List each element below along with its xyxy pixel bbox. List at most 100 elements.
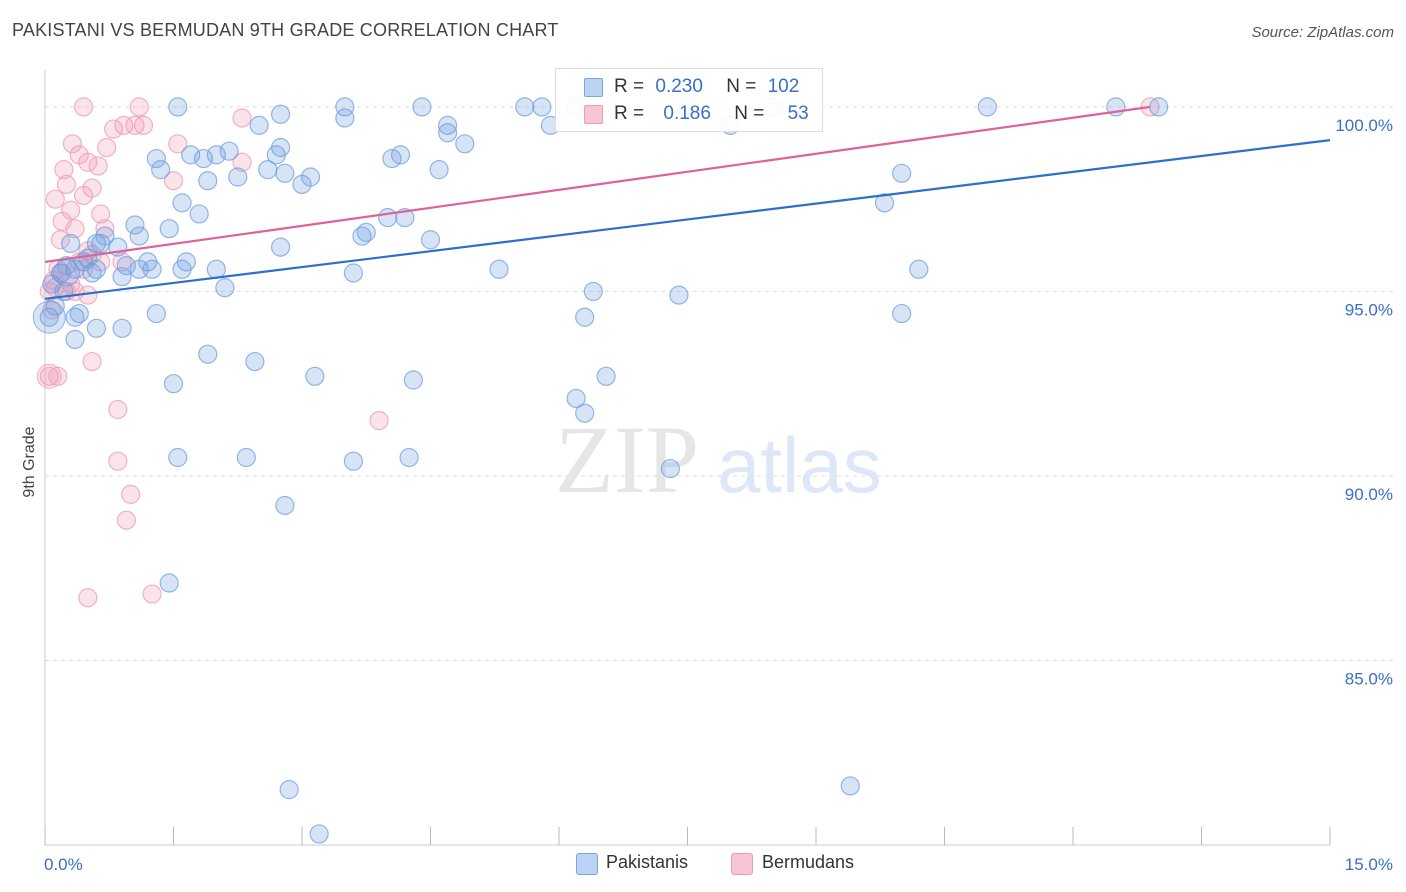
n-value: 102 <box>767 76 800 97</box>
legend-row-pakistanis: R = 0.230 N = 102 <box>614 76 799 100</box>
bermudan-point <box>142 584 162 604</box>
pakistani-point <box>151 160 171 180</box>
bermudan-point <box>163 171 184 191</box>
pakistani-point <box>86 259 107 279</box>
pakistani-point <box>198 171 218 191</box>
y-tick-label: 100.0% <box>1335 116 1393 135</box>
bermudan-point <box>39 281 59 302</box>
pakistani-point <box>660 458 680 479</box>
pakistani-point <box>168 97 188 117</box>
pakistani-point <box>146 303 166 324</box>
pakistani-point <box>669 285 689 305</box>
pakistani-point <box>198 344 218 364</box>
stats-legend: R = 0.230 N = 102 R = 0.186 N = 53 <box>555 68 823 132</box>
r-value: 0.230 <box>655 76 703 97</box>
pakistanis-swatch <box>584 78 603 97</box>
pakistani-point <box>335 108 355 128</box>
pakistani-point <box>403 370 423 390</box>
pakistani-point <box>270 237 291 257</box>
pakistani-point <box>65 329 85 350</box>
pakistani-point <box>125 215 145 235</box>
pakistani-point <box>159 219 179 239</box>
bermudan-point <box>54 160 74 180</box>
pakistani-point <box>335 97 355 117</box>
pakistani-point <box>219 141 239 161</box>
pakistani-point <box>39 307 59 327</box>
pakistani-point <box>438 115 458 135</box>
pakistani-point <box>189 204 209 224</box>
pakistani-point <box>129 226 149 246</box>
pakistani-point <box>343 451 363 471</box>
n-label: N = <box>734 103 765 124</box>
pakistani-point <box>438 123 458 143</box>
y-tick-label: 90.0% <box>1345 485 1393 504</box>
bermudan-point <box>232 108 252 128</box>
pakistani-point <box>249 115 269 135</box>
bermudan-point <box>78 588 98 608</box>
pakistani-point <box>892 303 912 324</box>
pakistani-cluster-point <box>52 259 80 287</box>
pakistani-cluster-point <box>32 300 66 334</box>
bermudan-point <box>62 134 83 154</box>
pakistani-point <box>236 447 256 468</box>
bottom-legend-pakistanis: Pakistanis <box>606 852 689 872</box>
pakistani-point <box>176 252 196 272</box>
bermudan-point <box>65 219 85 239</box>
pakistani-point <box>300 167 321 187</box>
bermudan-point <box>91 204 111 224</box>
n-label: N = <box>726 76 757 97</box>
pakistani-point <box>112 267 132 287</box>
bermudan-point <box>61 200 81 220</box>
pakistani-point <box>429 160 449 180</box>
r-value: 0.186 <box>663 103 711 124</box>
pakistani-point <box>275 495 295 516</box>
pakistani-point <box>116 255 136 276</box>
bermudan-point <box>168 134 188 154</box>
bermudan-point <box>82 351 102 372</box>
bermudan-point <box>232 152 252 172</box>
pakistani-point <box>390 145 411 165</box>
x-tick-label: 15.0% <box>1345 855 1393 874</box>
bermudan-cluster-point <box>36 363 62 389</box>
pakistani-point <box>159 573 179 593</box>
pakistani-point <box>575 307 595 327</box>
pakistani-point <box>412 97 432 117</box>
pakistani-point <box>892 163 912 183</box>
y-tick-label: 85.0% <box>1345 669 1393 688</box>
pakistanis-trend-line <box>44 139 1331 300</box>
pakistani-point <box>181 145 201 165</box>
pakistani-point <box>489 259 509 279</box>
pakistani-point <box>129 259 149 279</box>
pakistani-point <box>309 824 329 844</box>
pakistani-point <box>112 318 132 338</box>
pakistani-point <box>270 137 291 158</box>
bermudan-point <box>114 115 134 135</box>
bermudan-point <box>73 97 94 117</box>
pakistani-point <box>596 366 616 386</box>
watermark-atlas: atlas <box>717 421 882 509</box>
bermudan-point <box>42 300 62 320</box>
pakistani-point <box>206 259 226 279</box>
pakistani-point <box>420 230 441 250</box>
bermudan-point <box>95 219 115 239</box>
bermudan-point <box>103 119 124 139</box>
bermudan-point <box>108 451 128 471</box>
pakistani-point <box>61 233 81 254</box>
bermudan-point <box>50 230 71 250</box>
pakistani-point <box>146 148 166 169</box>
chart-title: PAKISTANI VS BERMUDAN 9TH GRADE CORRELAT… <box>12 20 559 40</box>
pakistani-point <box>206 145 226 165</box>
pakistani-point <box>575 403 595 423</box>
pakistanis-points <box>32 97 1169 844</box>
pakistani-point <box>95 226 115 246</box>
y-tick-label: 95.0% <box>1345 300 1393 319</box>
bottom-legend-pakistanis-swatch <box>576 853 598 875</box>
pakistani-point <box>343 263 363 283</box>
pakistani-point <box>279 780 299 800</box>
pakistani-point <box>532 97 552 117</box>
bermudans-swatch <box>584 105 603 124</box>
pakistani-point <box>270 104 291 124</box>
bermudan-point <box>108 399 128 420</box>
pakistani-point <box>378 208 398 228</box>
